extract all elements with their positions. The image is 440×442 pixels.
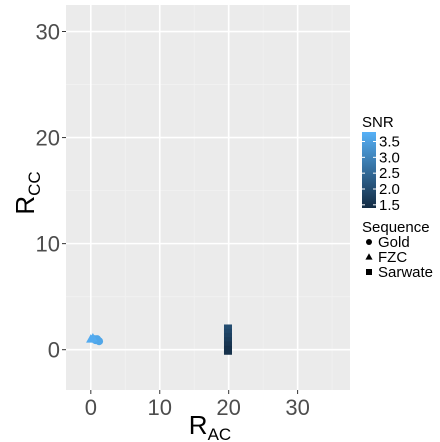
fzc-point — [86, 334, 96, 343]
x-axis-title: RAC — [189, 410, 231, 442]
shape-legend-title: Sequence — [362, 219, 430, 236]
x-axis-title-sub: AC — [208, 425, 232, 442]
color-legend-bar — [362, 132, 376, 208]
y-axis-ticks: 0 10 20 30 — [36, 20, 66, 363]
sarwate-point — [223, 324, 232, 333]
y-tick-label: 20 — [36, 126, 60, 151]
x-tick-label: 20 — [216, 395, 240, 420]
shape-legend-label: Gold — [378, 234, 410, 251]
color-legend-ticks: 3.53.02.52.01.5 — [362, 134, 400, 214]
x-tick-label: 10 — [148, 395, 172, 420]
y-tick-label: 0 — [48, 338, 60, 363]
data-points — [86, 324, 232, 355]
x-axis-ticks: 0 10 20 30 — [85, 390, 310, 420]
y-tick-label: 10 — [36, 232, 60, 257]
y-tick-label: 30 — [36, 20, 60, 45]
shape-legend-label: Sarwate — [378, 264, 433, 281]
y-axis-title-main: R — [10, 196, 40, 215]
fzc-legend-key — [365, 253, 373, 260]
gold-legend-key — [366, 239, 372, 245]
shape-legend-label: FZC — [378, 249, 407, 266]
sarwate-point — [223, 337, 232, 346]
sarwate-point — [223, 332, 232, 341]
sarwate-point — [223, 346, 232, 355]
color-legend-label: 3.0 — [379, 149, 400, 166]
y-axis-title: RCC — [10, 171, 44, 214]
color-legend: SNR 3.53.02.52.01.5 — [362, 114, 400, 214]
x-axis-title-main: R — [189, 410, 208, 440]
plot-panel — [66, 5, 350, 390]
color-legend-title: SNR — [362, 114, 394, 131]
sarwate-point — [223, 328, 232, 337]
color-legend-label: 2.5 — [379, 165, 400, 182]
sarwate-point — [223, 341, 232, 350]
y-axis-title-sub: CC — [25, 171, 44, 196]
x-tick-label: 30 — [285, 395, 309, 420]
x-tick-label: 0 — [85, 395, 97, 420]
color-legend-label: 3.5 — [379, 134, 400, 151]
color-legend-label: 1.5 — [379, 197, 400, 214]
sarwate-legend-key — [366, 269, 372, 275]
color-legend-label: 2.0 — [379, 181, 400, 198]
minor-gridlines — [66, 5, 350, 390]
